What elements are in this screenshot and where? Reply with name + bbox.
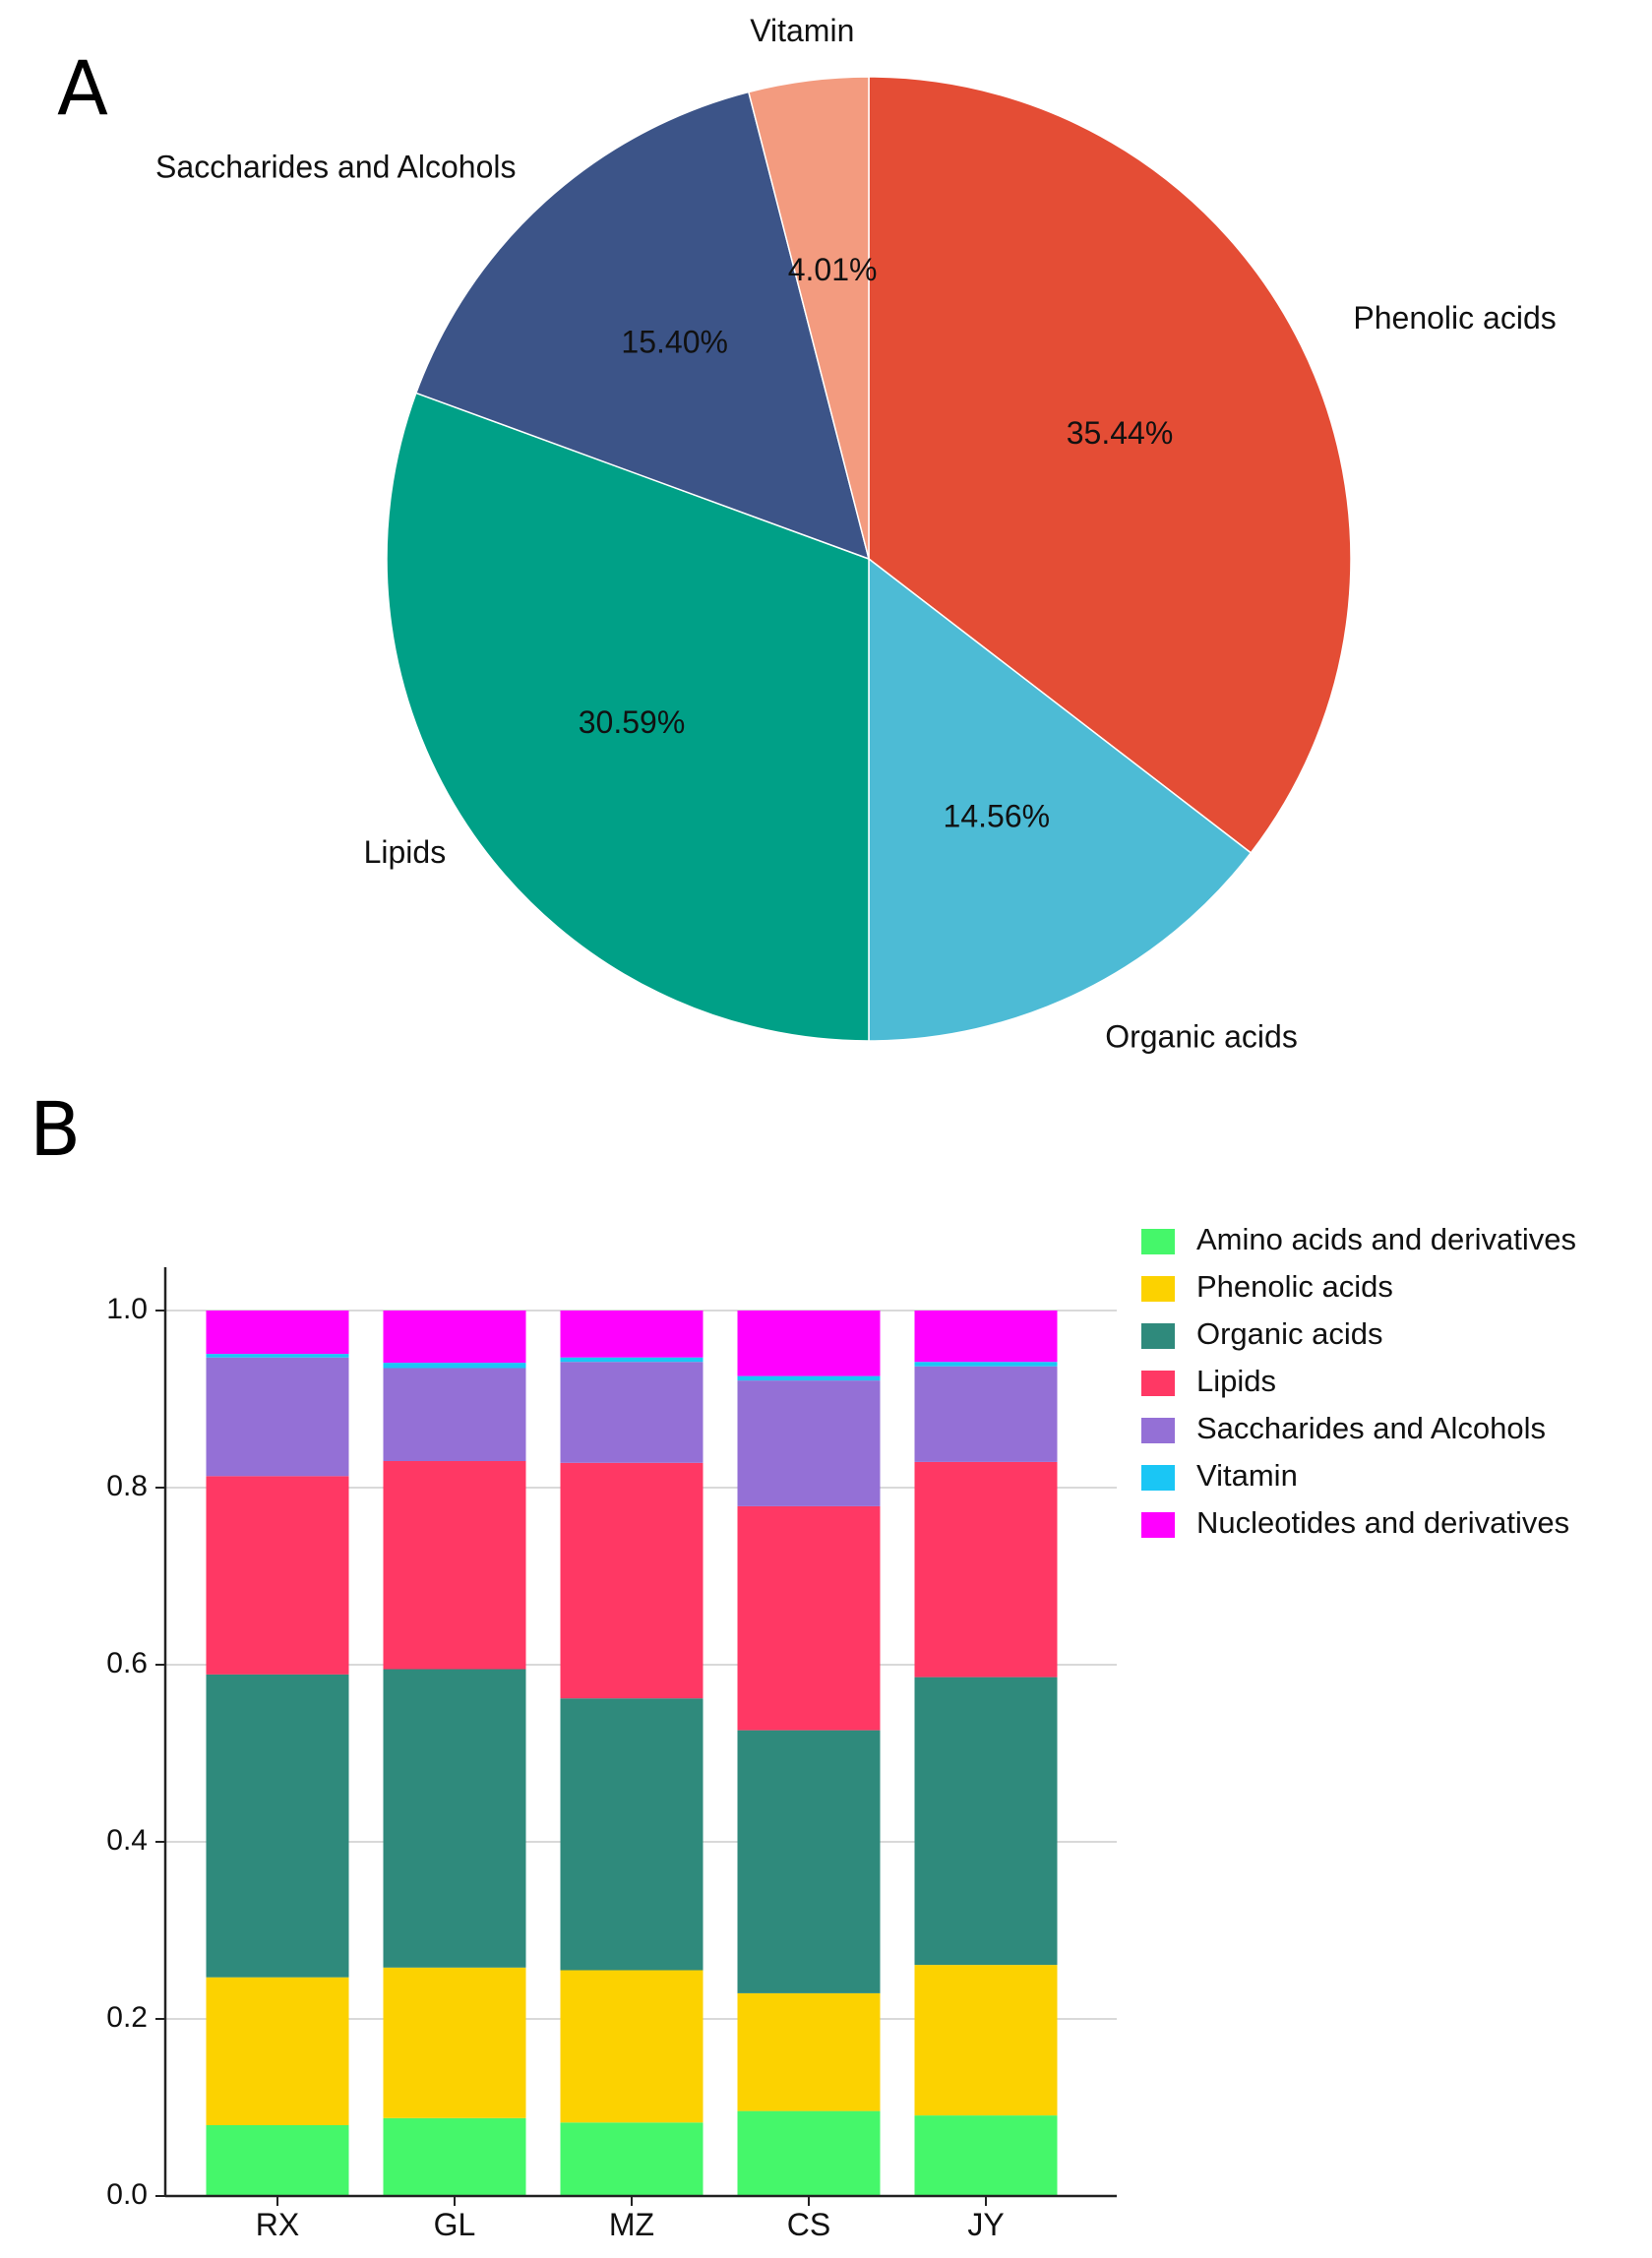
pie-pct-label-organic-acids: 14.56% (944, 798, 1051, 833)
pie-slice-saccharides-and-alcohols (414, 91, 871, 561)
pie-category-label-lipids: Lipids (364, 834, 447, 870)
bar-segment-jy-saccharides-and-alcohols (914, 1366, 1058, 1462)
legend-label-phenolic-acids: Phenolic acids (1196, 1269, 1393, 1304)
bar-segment-mz-phenolic-acids (560, 1970, 704, 2123)
bar-segment-rx-lipids (206, 1476, 349, 1675)
y-tick-label: 0.2 (106, 2001, 148, 2034)
bar-segment-jy-phenolic-acids (914, 1965, 1058, 2116)
y-tick-label: 1.0 (106, 1293, 148, 1325)
x-tick-label-jy: JY (967, 2207, 1004, 2242)
x-tick-label-cs: CS (787, 2207, 830, 2242)
bar-segment-mz-vitamin (560, 1357, 704, 1363)
bar-legend: Amino acids and derivatives Phenolic acid… (1141, 1222, 1576, 1540)
pie-category-label-phenolic-acids: Phenolic acids (1353, 300, 1556, 336)
bar-segment-mz-nucleotides-and-derivatives (560, 1311, 704, 1358)
y-tick-label: 0.4 (106, 1824, 148, 1857)
bar-segment-cs-phenolic-acids (737, 1992, 881, 2111)
pie-pct-label-saccharides-and-alcohols: 15.40% (621, 325, 728, 360)
legend-label-vitamin: Vitamin (1196, 1458, 1298, 1493)
pie-slice-organic-acids (868, 557, 1253, 1042)
bar-segment-cs-organic-acids (737, 1730, 881, 1993)
legend-swatch-lipids (1141, 1371, 1175, 1396)
legend-label-lipids: Lipids (1196, 1364, 1276, 1398)
pie-category-label-vitamin: Vitamin (750, 13, 854, 48)
bar-segment-rx-vitamin (206, 1354, 349, 1358)
y-tick-label: 0.0 (106, 2178, 148, 2211)
bar-segment-cs-lipids (737, 1505, 881, 1731)
bar-segment-gl-vitamin (383, 1363, 526, 1369)
y-tick-label: 0.8 (106, 1470, 148, 1502)
bar-segment-gl-phenolic-acids (383, 1967, 526, 2118)
bar-segment-rx-nucleotides-and-derivatives (206, 1311, 349, 1355)
bar-segment-mz-lipids (560, 1462, 704, 1699)
panel-label-b: B (30, 1085, 82, 1173)
bar-segment-cs-vitamin (737, 1375, 881, 1381)
legend-label-saccharides-and-alcohols: Saccharides and Alcohols (1196, 1411, 1546, 1445)
bar-segment-rx-organic-acids (206, 1674, 349, 1978)
bar-segment-cs-nucleotides-and-derivatives (737, 1311, 881, 1376)
bar-segment-mz-organic-acids (560, 1698, 704, 1971)
pie-slice-lipids (386, 392, 870, 1042)
legend-swatch-phenolic-acids (1141, 1276, 1175, 1302)
bar-segment-jy-lipids (914, 1461, 1058, 1678)
bar-segment-gl-nucleotides-and-derivatives (383, 1311, 526, 1364)
bar-segment-gl-amino-acids-and-derivatives (383, 2117, 526, 2196)
bar-segment-jy-nucleotides-and-derivatives (914, 1311, 1058, 1363)
bar-segment-gl-organic-acids (383, 1669, 526, 1968)
pie-category-label-organic-acids: Organic acids (1105, 1018, 1298, 1054)
bar-segment-cs-amino-acids-and-derivatives (737, 2110, 881, 2196)
bar-segment-rx-amino-acids-and-derivatives (206, 2125, 349, 2196)
bar-segment-mz-saccharides-and-alcohols (560, 1362, 704, 1463)
bar-segment-rx-saccharides-and-alcohols (206, 1357, 349, 1477)
bar-segment-gl-saccharides-and-alcohols (383, 1368, 526, 1461)
pie-chart: 35.44% Phenolic acids 14.56% Organic acids 3… (155, 13, 1557, 1055)
legend-swatch-nucleotides-and-derivatives (1141, 1512, 1175, 1538)
bar-segment-mz-amino-acids-and-derivatives (560, 2122, 704, 2196)
legend-swatch-vitamin (1141, 1465, 1175, 1491)
bar-segment-jy-organic-acids (914, 1677, 1058, 1966)
pie-pct-label-phenolic-acids: 35.44% (1067, 415, 1174, 451)
bar-segment-jy-vitamin (914, 1362, 1058, 1367)
legend-swatch-saccharides-and-alcohols (1141, 1418, 1175, 1443)
stacked-bar-chart: 0.0 0.2 0.4 0.6 0.8 1.0 RX GL MZ CS JY (106, 1267, 1117, 2242)
bar-segment-rx-phenolic-acids (206, 1977, 349, 2125)
panel-label-a: A (57, 44, 108, 132)
x-tick-label-rx: RX (256, 2207, 299, 2242)
pie-slice-phenolic-acids (868, 76, 1352, 854)
bar-segment-gl-lipids (383, 1461, 526, 1670)
legend-swatch-organic-acids (1141, 1323, 1175, 1349)
legend-label-nucleotides-and-derivatives: Nucleotides and derivatives (1196, 1505, 1569, 1540)
pie-pct-label-lipids: 30.59% (579, 704, 686, 740)
pie-slice-vitamin (747, 76, 870, 560)
x-tick-label-mz: MZ (609, 2207, 654, 2242)
pie-pct-label-vitamin: 4.01% (788, 252, 878, 287)
legend-swatch-amino-acids-and-derivatives (1141, 1229, 1175, 1254)
pie-category-label-saccharides-and-alcohols: Saccharides and Alcohols (155, 150, 516, 185)
legend-label-organic-acids: Organic acids (1196, 1316, 1383, 1351)
bar-segment-cs-saccharides-and-alcohols (737, 1380, 881, 1506)
bar-segment-jy-amino-acids-and-derivatives (914, 2115, 1058, 2196)
legend-label-amino-acids-and-derivatives: Amino acids and derivatives (1196, 1222, 1576, 1256)
x-tick-label-gl: GL (434, 2207, 476, 2242)
y-tick-label: 0.6 (106, 1647, 148, 1679)
